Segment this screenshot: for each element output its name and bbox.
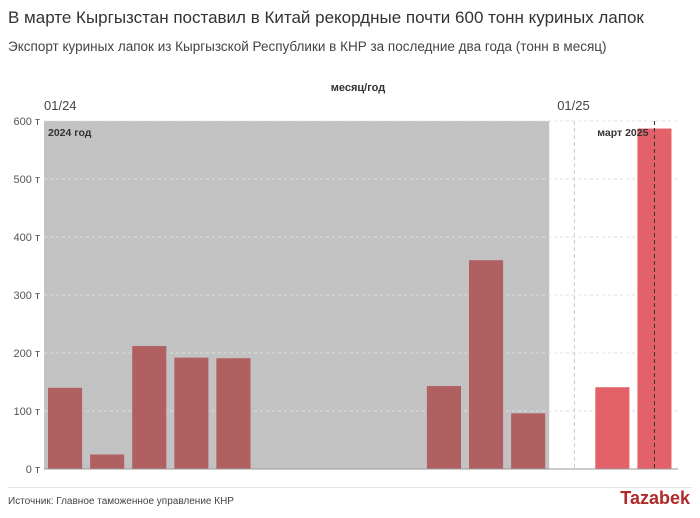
y-tick-label: 600 т: [14, 116, 40, 128]
x-tick-label: 01/25: [557, 98, 590, 113]
bar-05-24: [216, 358, 251, 469]
y-tick-label: 500 т: [14, 174, 40, 186]
region-label-2024: 2024 год: [48, 127, 92, 139]
y-tick-label: 300 т: [14, 290, 40, 302]
footer-divider: [8, 487, 692, 488]
y-tick-label: 0 т: [26, 464, 40, 476]
bar-01-24: [48, 387, 83, 469]
bar-03-24: [132, 346, 167, 469]
x-axis-title: месяц/год: [331, 82, 385, 94]
y-tick-label: 400 т: [14, 232, 40, 244]
tazabek-logo: Tazabek: [620, 488, 690, 508]
bar-10-24: [426, 386, 461, 469]
bar-11-24: [469, 260, 504, 469]
bar-04-24: [174, 357, 209, 469]
highlight-label-march-2025: март 2025: [597, 127, 648, 139]
bar-02-25: [595, 387, 630, 469]
chart-title: В марте Кыргызстан поставил в Китай реко…: [8, 8, 644, 27]
chart-subtitle: Экспорт куриных лапок из Кыргызской Респ…: [8, 39, 607, 54]
source-note: Источник: Главное таможенное управление …: [8, 496, 234, 507]
y-tick-label: 200 т: [14, 348, 40, 360]
bar-12-24: [511, 413, 546, 469]
x-tick-label: 01/24: [44, 98, 77, 113]
y-tick-label: 100 т: [14, 406, 40, 418]
bar-02-24: [90, 454, 125, 469]
